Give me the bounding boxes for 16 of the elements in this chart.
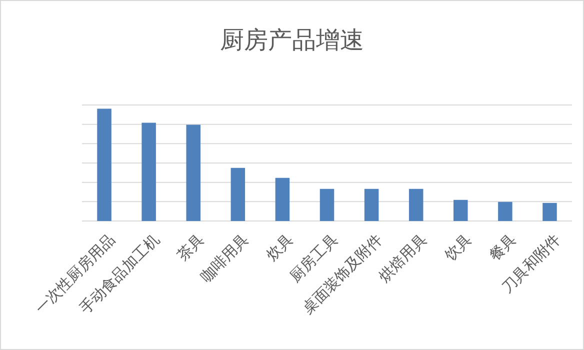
x-tick-label: 茶具 [174, 231, 208, 264]
bar [142, 122, 156, 221]
x-tick-label: 餐具 [486, 231, 520, 264]
x-tick-label: 炊具 [263, 231, 297, 264]
bar [364, 188, 379, 221]
bar [97, 108, 112, 221]
chart-title: 厨房产品增速 [220, 27, 364, 54]
x-tick-label: 饮具 [440, 231, 475, 266]
bar [320, 188, 334, 221]
bar [454, 200, 468, 221]
bar [498, 202, 512, 221]
bar [230, 168, 246, 221]
bar [408, 188, 424, 221]
bar [542, 202, 557, 221]
bar [186, 124, 200, 221]
bar [275, 178, 290, 221]
